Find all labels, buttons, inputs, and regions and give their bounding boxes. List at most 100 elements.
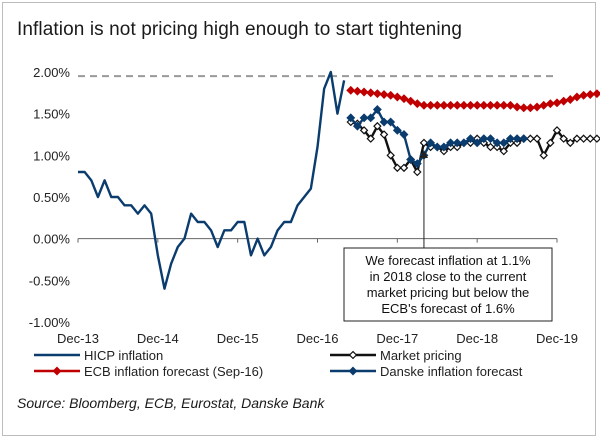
series-point-2 <box>585 90 595 99</box>
series-point-1 <box>592 134 600 143</box>
series-point-3 <box>486 134 495 144</box>
series-point-2 <box>492 100 502 110</box>
series-point-3 <box>366 113 376 123</box>
x-tick-label: Dec-17 <box>376 331 418 346</box>
annotation-text: ECB's forecast of 1.6% <box>381 301 515 316</box>
series-point-2 <box>359 87 369 97</box>
series-point-3 <box>459 138 469 148</box>
x-tick-label: Dec-18 <box>456 331 498 346</box>
series-point-1 <box>413 167 422 177</box>
series-point-1 <box>393 163 402 173</box>
annotation-text: We forecast inflation at 1.1% <box>365 253 531 268</box>
series-point-3 <box>352 121 362 131</box>
x-tick-label: Dec-15 <box>217 331 259 346</box>
series-point-2 <box>392 92 402 102</box>
series-point-2 <box>406 96 416 106</box>
series-point-2 <box>399 94 409 104</box>
series-point-3 <box>392 125 402 135</box>
series-point-3 <box>479 134 489 144</box>
series-point-1 <box>386 151 395 160</box>
series-point-3 <box>499 138 509 148</box>
series-point-3 <box>432 142 442 152</box>
series-point-2 <box>452 100 462 110</box>
series-point-2 <box>565 95 575 104</box>
series-point-1 <box>399 163 409 173</box>
series-point-2 <box>366 88 376 98</box>
series-line-1 <box>350 120 600 174</box>
x-tick-label: Dec-16 <box>297 331 339 346</box>
series-point-2 <box>545 99 555 109</box>
series-line-0 <box>78 70 346 290</box>
y-tick-label: -0.50% <box>29 273 71 288</box>
x-tick-label: Dec-14 <box>137 331 179 346</box>
series-point-3 <box>492 138 502 148</box>
series-point-3 <box>439 142 449 152</box>
series-point-1 <box>572 134 582 143</box>
series-point-3 <box>512 134 522 144</box>
y-tick-label: 0.50% <box>33 190 70 205</box>
series-line-3 <box>349 108 524 165</box>
series-point-2 <box>559 96 569 106</box>
series-point-1 <box>359 126 369 135</box>
series-point-2 <box>346 85 356 95</box>
series-point-2 <box>432 100 442 110</box>
series-point-1 <box>373 121 382 131</box>
series-point-3 <box>346 113 356 123</box>
annotation-text: market pricing but below the <box>367 285 530 300</box>
chart-frame: Inflation is not pricing high enough to … <box>2 2 596 436</box>
y-tick-label: -1.00% <box>29 315 71 330</box>
series-point-2 <box>386 90 396 100</box>
series-point-2 <box>412 99 422 109</box>
series-point-3 <box>446 138 456 148</box>
series-point-2 <box>499 100 509 110</box>
series-point-2 <box>419 100 429 110</box>
series-point-3 <box>472 138 482 148</box>
series-point-3 <box>466 134 475 144</box>
series-point-1 <box>586 134 595 143</box>
series-point-2 <box>572 92 582 102</box>
series-point-1 <box>419 138 429 148</box>
series-point-3 <box>379 117 389 127</box>
series-point-2 <box>512 102 522 112</box>
annotation-text: in 2018 close to the current <box>370 269 527 284</box>
series-point-1 <box>559 134 568 143</box>
legend-swatch-marker <box>348 350 358 360</box>
chart-title: Inflation is not pricing high enough to … <box>17 19 463 40</box>
series-point-2 <box>472 100 482 110</box>
series-point-2 <box>525 103 535 113</box>
series-point-1 <box>499 146 509 156</box>
series-point-2 <box>592 89 600 99</box>
series-point-3 <box>399 130 409 139</box>
series-point-2 <box>552 98 562 108</box>
series-point-2 <box>379 90 389 99</box>
annotation-arrowhead <box>419 150 428 158</box>
legend-swatch-marker <box>348 366 358 376</box>
series-point-3 <box>519 134 529 144</box>
y-tick-label: 1.00% <box>33 148 70 163</box>
series-point-3 <box>412 159 422 169</box>
series-point-1 <box>366 134 375 143</box>
x-tick-label: Dec-13 <box>57 331 99 346</box>
series-point-2 <box>446 100 456 110</box>
legend-label: ECB inflation forecast (Sep-16) <box>84 364 263 379</box>
legend-swatch-marker <box>52 366 62 376</box>
series-point-1 <box>539 151 548 160</box>
x-tick-label: Dec-19 <box>536 331 578 346</box>
series-point-2 <box>459 100 469 110</box>
source-note: Source: Bloomberg, ECB, Eurostat, Danske… <box>17 395 325 411</box>
series-point-1 <box>552 126 562 135</box>
series-point-2 <box>579 90 589 100</box>
series-point-2 <box>539 100 549 110</box>
series-point-2 <box>372 89 382 99</box>
series-point-2 <box>519 103 529 113</box>
annotation-box <box>343 247 553 322</box>
series-point-2 <box>426 100 436 110</box>
series-point-1 <box>579 134 588 143</box>
series-point-3 <box>386 117 396 127</box>
series-point-3 <box>452 138 462 148</box>
series-point-1 <box>486 142 495 152</box>
series-point-3 <box>426 138 436 148</box>
series-point-2 <box>466 100 475 110</box>
legend-label: HICP inflation <box>84 348 163 363</box>
